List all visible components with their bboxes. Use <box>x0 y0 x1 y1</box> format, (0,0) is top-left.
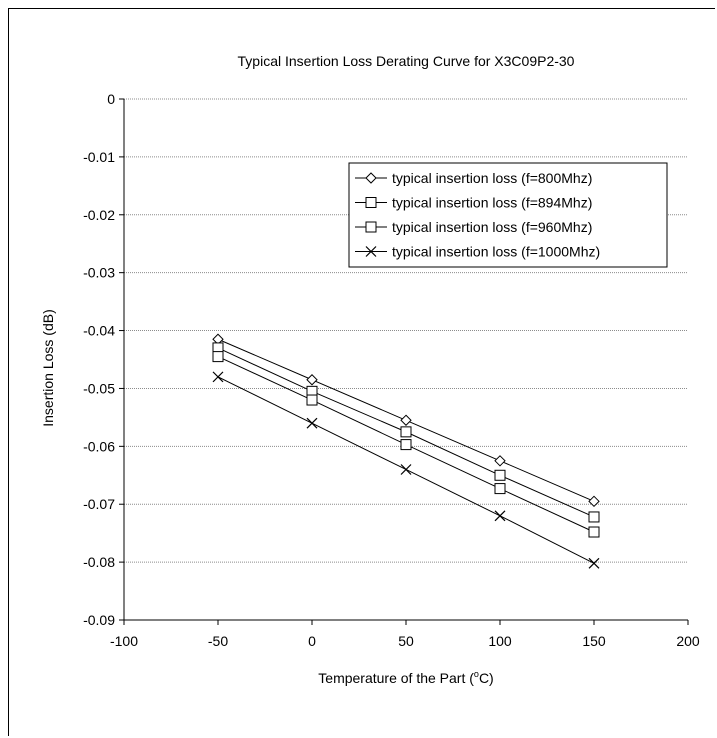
x-tick-label-2: 0 <box>308 633 316 649</box>
x-tick-label-1: -50 <box>208 633 228 649</box>
x-tick-label-0: -100 <box>110 633 138 649</box>
legend-label-0: typical insertion loss (f=800Mhz) <box>392 170 592 186</box>
y-tick-label-5: -0.05 <box>83 380 115 396</box>
legend-marker-2 <box>365 221 377 233</box>
y-axis-label: Insertion Loss (dB) <box>40 309 56 427</box>
legend-marker-3 <box>365 246 377 257</box>
y-tick-label-7: -0.07 <box>83 496 115 512</box>
x-tick-label-3: 50 <box>398 633 414 649</box>
y-tick-label-0: 0 <box>107 91 115 107</box>
legend-marker-1 <box>365 197 377 208</box>
x-tick-label-6: 200 <box>676 633 700 649</box>
x-axis-label-prefix: Temperature of the Part ( <box>318 670 474 686</box>
data-point-s0-2 <box>400 414 412 426</box>
legend-marker-0 <box>365 172 377 184</box>
legend-label-2: typical insertion loss (f=960Mhz) <box>392 219 592 235</box>
x-axis-label-suffix: C) <box>479 670 494 686</box>
chart-title: Typical Insertion Loss Derating Curve fo… <box>238 53 575 69</box>
x-tick-label-5: 150 <box>582 633 606 649</box>
data-point-s3-0 <box>212 371 224 383</box>
y-tick-label-8: -0.08 <box>83 554 115 570</box>
data-point-s2-3 <box>494 483 506 495</box>
y-tick-label-9: -0.09 <box>83 612 115 628</box>
data-point-s3-2 <box>400 464 412 475</box>
data-point-s2-2 <box>400 439 412 451</box>
chart-frame <box>8 8 715 736</box>
x-tick-label-4: 100 <box>488 633 512 649</box>
axes: 0 -0.01 -0.02 -0.03 -0.04 -0.05 -0.06 -0.07 -0.0… <box>83 91 700 649</box>
y-tick-label-2: -0.02 <box>83 207 115 223</box>
x-axis-label-superscript: o <box>474 669 479 679</box>
y-tick-label-4: -0.04 <box>83 323 115 339</box>
data-point-s3-4 <box>588 557 600 569</box>
data-point-s2-0 <box>212 351 224 363</box>
legend: typical insertion loss (f=800Mhz) typical… <box>348 162 668 268</box>
data-point-s0-3 <box>494 455 506 467</box>
data-point-s2-1 <box>306 394 318 406</box>
data-point-s0-1 <box>306 374 318 386</box>
legend-label-1: typical insertion loss (f=894Mhz) <box>392 195 592 211</box>
data-point-s3-1 <box>306 417 318 429</box>
data-point-s0-4 <box>588 495 600 508</box>
data-point-s3-3 <box>494 510 506 522</box>
legend-box <box>348 162 668 268</box>
data-point-s1-3 <box>494 469 506 481</box>
data-point-s1-4 <box>588 511 600 523</box>
data-point-s1-2 <box>400 426 412 438</box>
y-tick-label-3: -0.03 <box>83 265 115 281</box>
data-point-s2-4 <box>588 526 600 538</box>
x-axis-label: Temperature of the Part (oC) <box>318 669 493 686</box>
series-layer <box>212 333 600 569</box>
legend-label-3: typical insertion loss (f=1000Mhz) <box>392 244 600 260</box>
y-tick-label-6: -0.06 <box>83 438 115 454</box>
y-tick-label-1: -0.01 <box>83 149 115 165</box>
